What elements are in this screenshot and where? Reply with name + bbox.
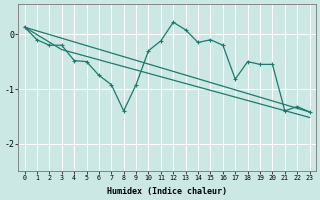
X-axis label: Humidex (Indice chaleur): Humidex (Indice chaleur)	[107, 187, 227, 196]
